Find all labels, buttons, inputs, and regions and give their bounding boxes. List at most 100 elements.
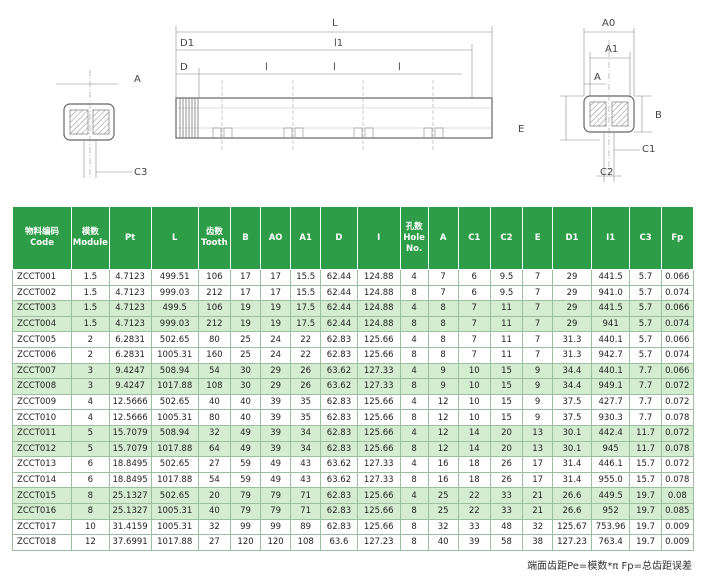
table-cell: 54 <box>198 363 232 380</box>
table-cell: 955.0 <box>591 472 631 489</box>
table-cell: 1017.88 <box>151 472 199 489</box>
table-cell: ZCCT003 <box>11 300 73 317</box>
table-cell: 0.085 <box>661 503 695 520</box>
table-row: ZCCT003 1.5 4.7123 499.5 106 19 19 17.5 62.44 124… <box>11 300 695 317</box>
table-cell: 12.5666 <box>109 409 152 426</box>
table-cell: 40 <box>198 394 232 411</box>
table-cell: 63.6 <box>320 534 358 551</box>
table-header-cell: E <box>522 206 554 270</box>
table-cell: 160 <box>198 347 232 364</box>
table-cell: 31.3 <box>552 347 592 364</box>
table-cell: 26.6 <box>552 487 592 504</box>
table-header-cell: 孔数 Hole No. <box>399 206 429 270</box>
table-cell: 12 <box>428 409 459 426</box>
table-cell: 0.072 <box>661 425 695 442</box>
table-cell: 9.4247 <box>109 378 152 395</box>
table-cell: 24 <box>260 347 292 364</box>
table-cell: 33 <box>490 487 524 504</box>
table-cell: 64 <box>198 441 232 458</box>
table-cell: 108 <box>290 534 322 551</box>
header-en-label: I1 <box>606 232 616 243</box>
table-cell: 9 <box>428 378 459 395</box>
header-en-label: L <box>171 232 178 243</box>
table-cell: 33 <box>458 519 491 536</box>
table-cell: 0.009 <box>661 534 695 551</box>
table-cell: ZCCT013 <box>11 456 73 473</box>
table-cell: 4 <box>71 409 110 426</box>
table-cell: 4 <box>400 331 429 348</box>
table-cell: 59 <box>230 456 262 473</box>
table-body: ZCCT001 1.5 4.7123 499.51 106 17 17 15.5 62.44 12… <box>11 269 695 551</box>
table-cell: 949.1 <box>591 378 631 395</box>
table-cell: 22 <box>458 487 491 504</box>
table-cell: 19.7 <box>629 519 662 536</box>
table-cell: 58 <box>490 534 524 551</box>
table-cell: 71 <box>290 487 322 504</box>
table-cell: 25.1327 <box>109 487 152 504</box>
table-cell: 8 <box>400 347 429 364</box>
table-cell: 8 <box>400 519 429 536</box>
table-cell: 40 <box>230 409 262 426</box>
table-cell: 37.5 <box>552 394 592 411</box>
table-cell: 9 <box>522 409 554 426</box>
header-en-label: I <box>377 232 381 243</box>
table-cell: 4.7123 <box>109 300 152 317</box>
table-cell: 8 <box>428 300 459 317</box>
table-cell: 0.066 <box>661 331 695 348</box>
table-cell: 941.0 <box>591 285 631 302</box>
table-cell: 30.1 <box>552 425 592 442</box>
table-cell: 5.7 <box>629 331 662 348</box>
table-header-cell: D1 <box>552 206 592 270</box>
table-cell: 6 <box>71 472 110 489</box>
table-cell: 7 <box>428 269 459 286</box>
table-cell: 0.078 <box>661 472 695 489</box>
table-cell: 40 <box>198 503 232 520</box>
table-cell: 10 <box>458 409 491 426</box>
table-row: ZCCT012 5 15.7079 1017.88 64 49 39 34 62.83 125.6… <box>11 441 695 458</box>
table-cell: 125.66 <box>357 347 401 364</box>
table-cell: 9.5 <box>490 269 524 286</box>
table-cell: 127.23 <box>357 534 401 551</box>
table-cell: 8 <box>400 472 429 489</box>
table-header-cell: I1 <box>590 206 631 270</box>
table-cell: 19 <box>230 300 262 317</box>
table-cell: 18.8495 <box>109 472 152 489</box>
table-cell: 9 <box>428 363 459 380</box>
table-cell: 79 <box>260 487 292 504</box>
table-cell: 17 <box>522 456 554 473</box>
table-header-cell: 齿数 Tooth <box>197 206 232 270</box>
table-cell: 124.88 <box>357 269 401 286</box>
table-cell: 753.96 <box>591 519 631 536</box>
table-cell: 3 <box>71 378 110 395</box>
table-cell: 15 <box>490 378 524 395</box>
table-cell: 6.2831 <box>109 347 152 364</box>
table-cell: 49 <box>260 456 292 473</box>
table-cell: 43 <box>290 472 322 489</box>
table-cell: 4 <box>71 394 110 411</box>
table-cell: 32 <box>198 425 232 442</box>
technical-drawing: A C3 L <box>56 18 662 182</box>
table-row: ZCCT010 4 12.5666 1005.31 80 40 39 35 62.83 125.6… <box>11 409 695 426</box>
table-cell: 4 <box>400 487 429 504</box>
table-cell: 63.62 <box>320 456 358 473</box>
end-section-left: A C3 <box>56 70 147 180</box>
table-cell: 108 <box>198 378 232 395</box>
table-cell: 27 <box>198 456 232 473</box>
table-cell: 19.7 <box>629 487 662 504</box>
table-cell: 79 <box>230 487 262 504</box>
table-cell: 7 <box>522 316 554 333</box>
table-cell: 8 <box>428 316 459 333</box>
table-cell: 99 <box>230 519 262 536</box>
table-cell: 127.33 <box>357 378 401 395</box>
table-cell: 26 <box>290 363 322 380</box>
dim-label-C2: C2 <box>600 167 613 178</box>
table-cell: 9 <box>522 378 554 395</box>
table-cell: 25.1327 <box>109 503 152 520</box>
table-cell: ZCCT014 <box>11 472 73 489</box>
table-cell: 124.88 <box>357 300 401 317</box>
table-cell: 9 <box>522 363 554 380</box>
table-cell: 7 <box>522 285 554 302</box>
table-row: ZCCT004 1.5 4.7123 999.03 212 19 19 17.5 62.44 12… <box>11 316 695 333</box>
table-cell: 5.7 <box>629 316 662 333</box>
table-header-cell: D <box>320 206 358 270</box>
